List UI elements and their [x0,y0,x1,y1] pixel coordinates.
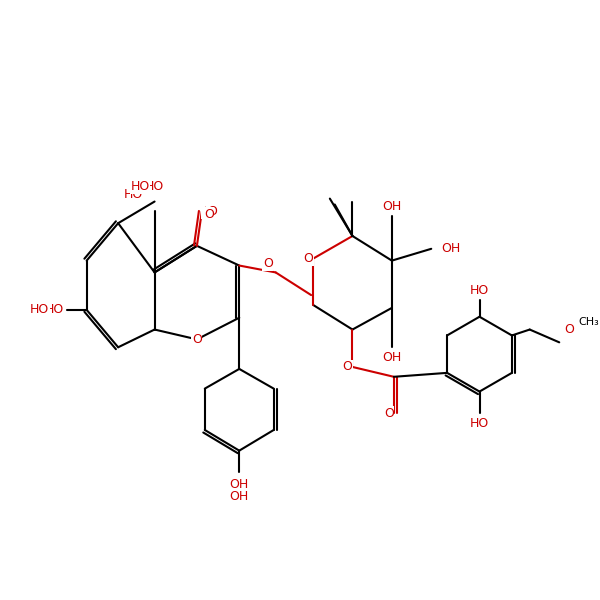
Text: OH: OH [382,350,401,364]
Text: O: O [192,333,202,346]
Text: HO: HO [470,416,489,430]
Text: O: O [263,257,273,270]
Text: HO: HO [30,304,49,316]
Text: OH: OH [230,490,249,503]
Text: O: O [202,205,212,218]
Text: CH₃: CH₃ [578,317,599,326]
Text: HO: HO [145,180,164,193]
Text: O: O [564,323,574,336]
Text: OH: OH [382,200,401,213]
Text: O: O [303,252,313,265]
Text: HO: HO [44,304,64,316]
Text: O: O [384,407,394,420]
Text: OH: OH [230,478,249,491]
Text: HO: HO [130,180,149,193]
Text: O: O [207,205,217,218]
Text: HO: HO [470,284,489,296]
Text: OH: OH [441,242,460,256]
Text: O: O [343,361,352,373]
Text: O: O [204,208,214,221]
Text: HO: HO [124,188,143,201]
